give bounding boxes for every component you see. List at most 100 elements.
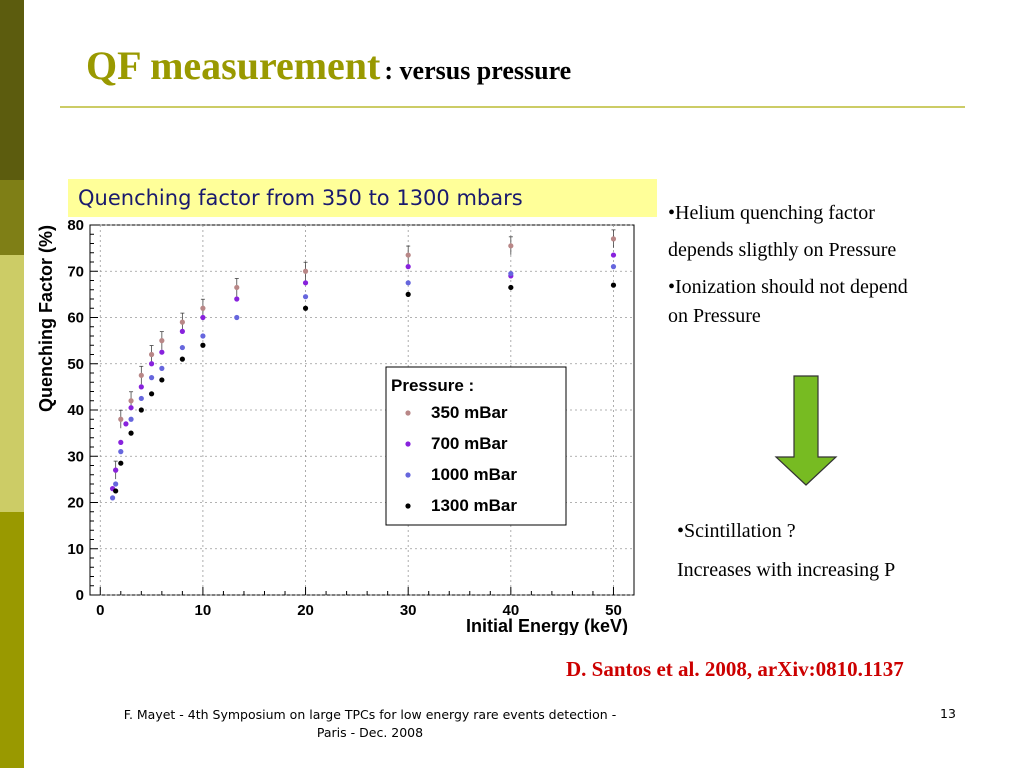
legend-marker (405, 503, 411, 509)
bullet-list-top: •Helium quenching factor depends sligthl… (668, 202, 998, 328)
data-point (113, 467, 119, 473)
data-point (405, 280, 411, 286)
data-point (200, 314, 206, 321)
data-point (234, 314, 240, 321)
data-point (179, 328, 185, 334)
x-tick-label: 20 (297, 602, 314, 619)
data-point (610, 282, 617, 288)
bullet-list-bottom: •Scintillation ? Increases with increasi… (677, 520, 1007, 582)
legend-entry: 1000 mBar (431, 465, 517, 484)
legend-marker (405, 472, 411, 478)
bullet-3-line-1: •Scintillation ? (677, 520, 796, 542)
footer-line-1: F. Mayet - 4th Symposium on large TPCs f… (123, 707, 617, 722)
data-point (118, 439, 124, 445)
data-point (405, 291, 411, 297)
chart-banner: Quenching factor from 350 to 1300 mbars (68, 179, 657, 217)
data-point (508, 270, 514, 277)
data-point (179, 344, 185, 351)
sidebar-band-2 (0, 180, 24, 255)
data-point (610, 264, 617, 270)
slide-title-sub: : versus pressure (384, 56, 572, 85)
reference-citation: D. Santos et al. 2008, arXiv:0810.1137 (566, 657, 904, 681)
bullet-2-line-1: •Ionization should not depend (668, 276, 908, 298)
data-point (508, 284, 514, 291)
data-point (128, 398, 134, 404)
x-tick-label: 0 (96, 602, 104, 619)
sidebar-decoration (0, 0, 24, 768)
series-350-mbar (113, 229, 617, 480)
slide-title-main: QF measurement (86, 43, 381, 88)
data-point (302, 294, 309, 300)
data-point (123, 421, 129, 427)
quenching-factor-chart: 0 10 20 30 40 50 0 10 20 30 40 50 60 70 80 Initial Ener… (36, 217, 635, 635)
sidebar-band-3 (0, 255, 24, 512)
data-point (109, 495, 116, 501)
data-point (128, 416, 134, 422)
down-arrow-icon (774, 375, 838, 486)
page-number: 13 (940, 706, 956, 721)
data-point (118, 416, 124, 422)
data-point (234, 284, 240, 291)
y-tick-label: 40 (67, 402, 84, 419)
data-point (405, 264, 411, 270)
footer-line-2: Paris - Dec. 2008 (316, 725, 424, 740)
legend-title: Pressure : (391, 376, 474, 395)
series-1300-mbar (113, 282, 617, 494)
data-point (148, 375, 155, 381)
data-point (610, 236, 617, 242)
x-tick-label: 10 (195, 602, 212, 619)
data-point (148, 361, 155, 367)
y-axis-label: Quenching Factor (%) (36, 225, 56, 412)
sidebar-band-4 (0, 512, 24, 768)
slide-title: QF measurement : versus pressure (86, 42, 571, 89)
series-700-mbar (109, 252, 617, 492)
data-point (148, 391, 155, 397)
data-point (234, 296, 240, 302)
data-point (610, 252, 617, 258)
data-point (508, 243, 514, 249)
title-divider (60, 106, 965, 108)
data-point (200, 305, 206, 311)
data-point (302, 268, 309, 274)
data-point (118, 449, 124, 455)
data-point (138, 384, 144, 390)
y-tick-label: 50 (67, 356, 84, 373)
bullet-1-line-2: depends sligthly on Pressure (668, 239, 897, 261)
data-point (200, 333, 206, 339)
data-point (159, 377, 165, 383)
data-point (118, 460, 124, 466)
data-point (113, 488, 119, 494)
y-tick-label: 70 (67, 263, 84, 280)
y-tick-label: 80 (67, 217, 84, 234)
x-axis-label: Initial Energy (keV) (466, 616, 628, 635)
data-point (405, 252, 411, 258)
data-point (179, 356, 185, 362)
data-point (128, 405, 134, 411)
series-1000-mbar (109, 264, 617, 501)
bullet-2-line-2: on Pressure (668, 305, 761, 327)
x-tick-label: 30 (400, 602, 417, 619)
y-tick-label: 20 (67, 495, 84, 512)
x-tick-label: 50 (605, 602, 622, 619)
data-point (302, 305, 309, 311)
data-point (159, 365, 165, 371)
legend-entry: 350 mBar (431, 403, 508, 422)
y-tick-label: 10 (67, 541, 84, 558)
data-point (138, 395, 144, 402)
legend-box (385, 366, 567, 526)
legend-marker (405, 441, 411, 447)
data-point (302, 280, 309, 286)
data-point (138, 372, 144, 378)
bullet-3-line-2: Increases with increasing P (677, 559, 896, 581)
data-point (159, 338, 165, 344)
footer-text: F. Mayet - 4th Symposium on large TPCs f… (60, 706, 680, 742)
data-point (113, 481, 119, 487)
y-tick-label: 30 (67, 448, 84, 465)
x-tick-label: 40 (502, 602, 519, 619)
y-tick-label: 60 (67, 310, 84, 327)
data-point (179, 319, 185, 325)
bullet-1-line-1: •Helium quenching factor (668, 202, 875, 224)
sidebar-band-1 (0, 0, 24, 180)
data-point (138, 407, 144, 413)
data-point (159, 349, 165, 355)
